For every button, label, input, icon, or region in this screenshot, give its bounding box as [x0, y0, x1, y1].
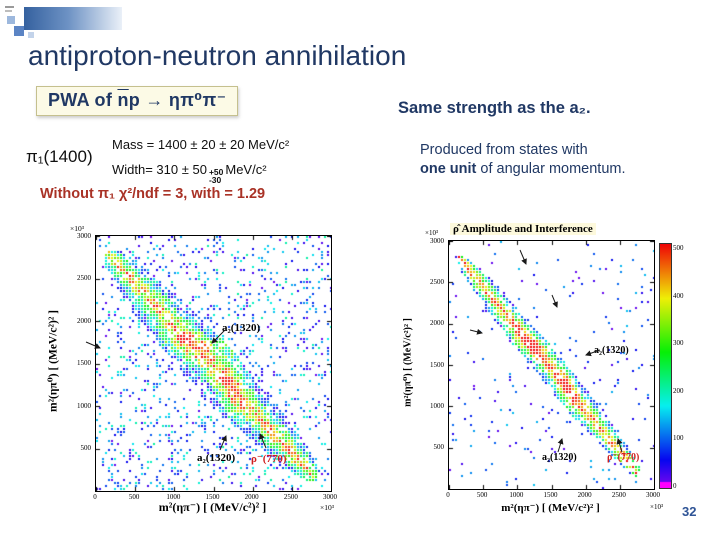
- left-plot-x-axis-multiplier: ×10³: [320, 503, 334, 512]
- colorbar-tick-label: 500: [673, 244, 684, 252]
- pwa-reaction-box: PWA of np → ηπ⁰π⁻: [36, 86, 239, 116]
- x-tick-label: 2500: [283, 493, 298, 501]
- mass-line: Mass = 1400 ± 20 ± 20 MeV/c²: [112, 137, 290, 152]
- left-plot-y-axis-label: m²(ηπ⁰) [ (MeV/c²)² ]: [47, 310, 60, 412]
- y-tick-label: 1000: [77, 401, 91, 410]
- corner-decoration-square: [7, 16, 15, 24]
- right-plot-x-axis-label: m²(ηπ⁻) [ (MeV/c²)² ]: [501, 502, 600, 514]
- corner-decoration-square: [14, 26, 24, 36]
- right-plot-x-axis-multiplier: ×10³: [650, 503, 664, 511]
- rho-770-annotation: ρ⁻(770): [251, 453, 287, 465]
- x-tick-label: 500: [476, 491, 488, 499]
- colorbar-tick-label: 300: [673, 339, 684, 348]
- x-tick-label: 0: [93, 493, 97, 501]
- colorbar-tick-label: 100: [673, 434, 684, 443]
- y-tick-label: 3000: [430, 236, 444, 245]
- y-tick-label: 1000: [430, 401, 444, 410]
- interference-plot-title: ρ̂ Amplitude and Interference: [450, 223, 596, 235]
- a2-1320-annotation: a₂(1320): [542, 452, 577, 463]
- a2-1320-annotation: a₂(1320): [197, 452, 236, 464]
- y-tick-label: 2500: [77, 274, 91, 282]
- y-tick-label: 1500: [77, 359, 91, 367]
- x-tick-label: 1500: [543, 491, 558, 499]
- x-tick-label: 0: [446, 491, 450, 499]
- x-tick-label: 1000: [509, 491, 524, 499]
- dalitz-plot-canvas: [95, 235, 332, 492]
- width-asym-errors: +50 -30: [208, 167, 224, 185]
- a2-1320-annotation: a₂(1320): [222, 322, 261, 334]
- x-tick-label: 500: [128, 493, 140, 501]
- corner-decoration-square: [28, 32, 34, 38]
- colorbar-tick-label: 400: [673, 291, 684, 300]
- mass-width-block: Mass = 1400 ± 20 ± 20 MeV/c² Width= 310 …: [112, 132, 289, 184]
- x-tick-label: 2000: [577, 491, 592, 499]
- y-tick-label: 1500: [430, 360, 444, 369]
- pwa-reaction-final-state: p → ηπ⁰π⁻: [128, 90, 227, 110]
- corner-decoration-dash: [5, 6, 14, 8]
- colorbar-tick-label: 200: [673, 386, 684, 395]
- same-strength-note: Same strength as the a₂.: [398, 99, 591, 117]
- produced-line1: Produced from states with: [420, 142, 588, 158]
- right-plot-y-axis-label: m²(ηπ⁰) [ (MeV/c²)² ]: [402, 318, 414, 407]
- rho-770-annotation: ρ⁻(770): [607, 452, 640, 463]
- pi1-1400-label: π₁(1400): [26, 147, 93, 166]
- antineutron-symbol: n: [117, 90, 129, 110]
- y-tick-label: 3000: [77, 231, 91, 240]
- width-error-plus: +50: [208, 167, 224, 177]
- y-tick-label: 2500: [430, 277, 444, 286]
- x-tick-label: 2500: [611, 491, 626, 499]
- width-error-minus: -30: [208, 175, 222, 185]
- x-tick-label: 2000: [244, 493, 259, 501]
- right-plot-y-axis-multiplier: ×10³: [425, 229, 439, 237]
- y-tick-label: 2000: [77, 316, 91, 325]
- x-tick-label: 1500: [205, 493, 220, 501]
- x-tick-label: 1000: [166, 493, 181, 501]
- x-tick-label: 3000: [646, 491, 660, 499]
- x-tick-label: 3000: [323, 493, 337, 501]
- y-tick-label: 500: [433, 443, 445, 452]
- chi2-comparison: Without π₁ χ²/ndf = 3, with = 1.29: [40, 186, 266, 202]
- page-number: 32: [682, 504, 697, 519]
- slide-title: antiproton-neutron annihilation: [28, 40, 407, 71]
- width-value: Width= 310 ± 50: [112, 162, 207, 177]
- corner-decoration-bar: [24, 7, 122, 30]
- width-line: Width= 310 ± 50 +50 -30 MeV/c²: [112, 157, 289, 184]
- y-tick-label: 2000: [430, 319, 444, 328]
- y-tick-label: 500: [80, 444, 92, 452]
- colorbar: [659, 243, 672, 489]
- colorbar-tick-label: 0: [673, 482, 677, 490]
- produced-emphasis: one unit: [420, 161, 477, 177]
- width-units: MeV/c²: [225, 162, 267, 177]
- pwa-prefix: PWA of: [48, 90, 118, 110]
- left-plot-x-axis-label: m²(ηπ⁻) [ (MeV/c²)² ]: [158, 500, 267, 514]
- a2-1320-annotation: a₂(1320): [594, 345, 629, 356]
- produced-rest: of angular momentum.: [476, 161, 626, 177]
- left-plot-y-axis-multiplier: ×10³: [70, 224, 84, 233]
- produced-note: Produced from states with one unit of ang…: [420, 141, 626, 179]
- corner-decoration-dash: [5, 10, 12, 12]
